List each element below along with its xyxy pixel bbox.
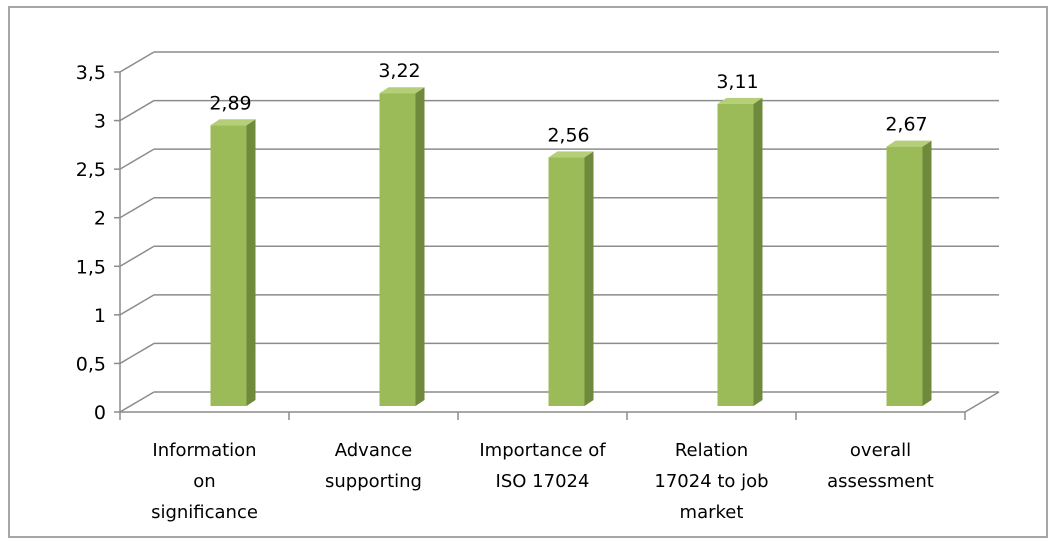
bar-side [753,97,763,406]
gridline-depth [119,148,155,170]
gridline-depth [119,197,155,219]
x-category-label: supporting [325,471,422,492]
x-category-label: Information [152,440,256,461]
y-tick-label: 2,5 [76,159,106,181]
data-label: 2,89 [209,92,251,114]
x-category-label: Relation [675,440,748,461]
x-category-label: overall [850,440,911,461]
bar-side [246,119,256,406]
x-category-label: ISO 17024 [496,471,590,492]
x-category-label: Advance [335,440,412,461]
gridline-depth [119,342,155,365]
x-category-label: significance [151,502,258,523]
x-category-label: Importance of [479,440,606,461]
x-category-label: assessment [827,471,934,492]
gridline-depth [119,51,155,73]
data-label: 2,67 [885,114,927,136]
y-tick-label: 3,5 [76,62,106,84]
y-tick-label: 0,5 [76,353,106,375]
bar [548,157,585,406]
y-tick-label: 2 [94,208,106,230]
bar [379,93,416,406]
gridline-depth [119,294,155,316]
floor-right-edge [964,391,1000,413]
gridline-depth [119,99,155,122]
bar [886,146,923,406]
bar-top [717,97,763,104]
bar-side [584,151,594,406]
bar-side [922,140,932,406]
chart-frame [8,6,1048,538]
bar [717,103,754,406]
gridline-depth [119,391,155,413]
bar-top [886,140,932,147]
bar-top [379,87,425,94]
gridline-depth [119,245,155,267]
bar-top [210,119,256,126]
bar [210,125,247,406]
bar-side [415,87,425,406]
data-label: 3,22 [378,60,420,82]
x-category-label: on [193,471,215,492]
bar-top [548,151,594,158]
y-tick-label: 0 [94,402,106,424]
y-tick-label: 1 [94,305,106,327]
y-tick-label: 1,5 [76,256,106,278]
x-category-label: market [680,502,744,523]
data-label: 3,11 [716,71,758,93]
y-tick-label: 3 [94,111,106,133]
data-label: 2,56 [547,124,589,146]
x-category-label: 17024 to job [654,471,768,492]
